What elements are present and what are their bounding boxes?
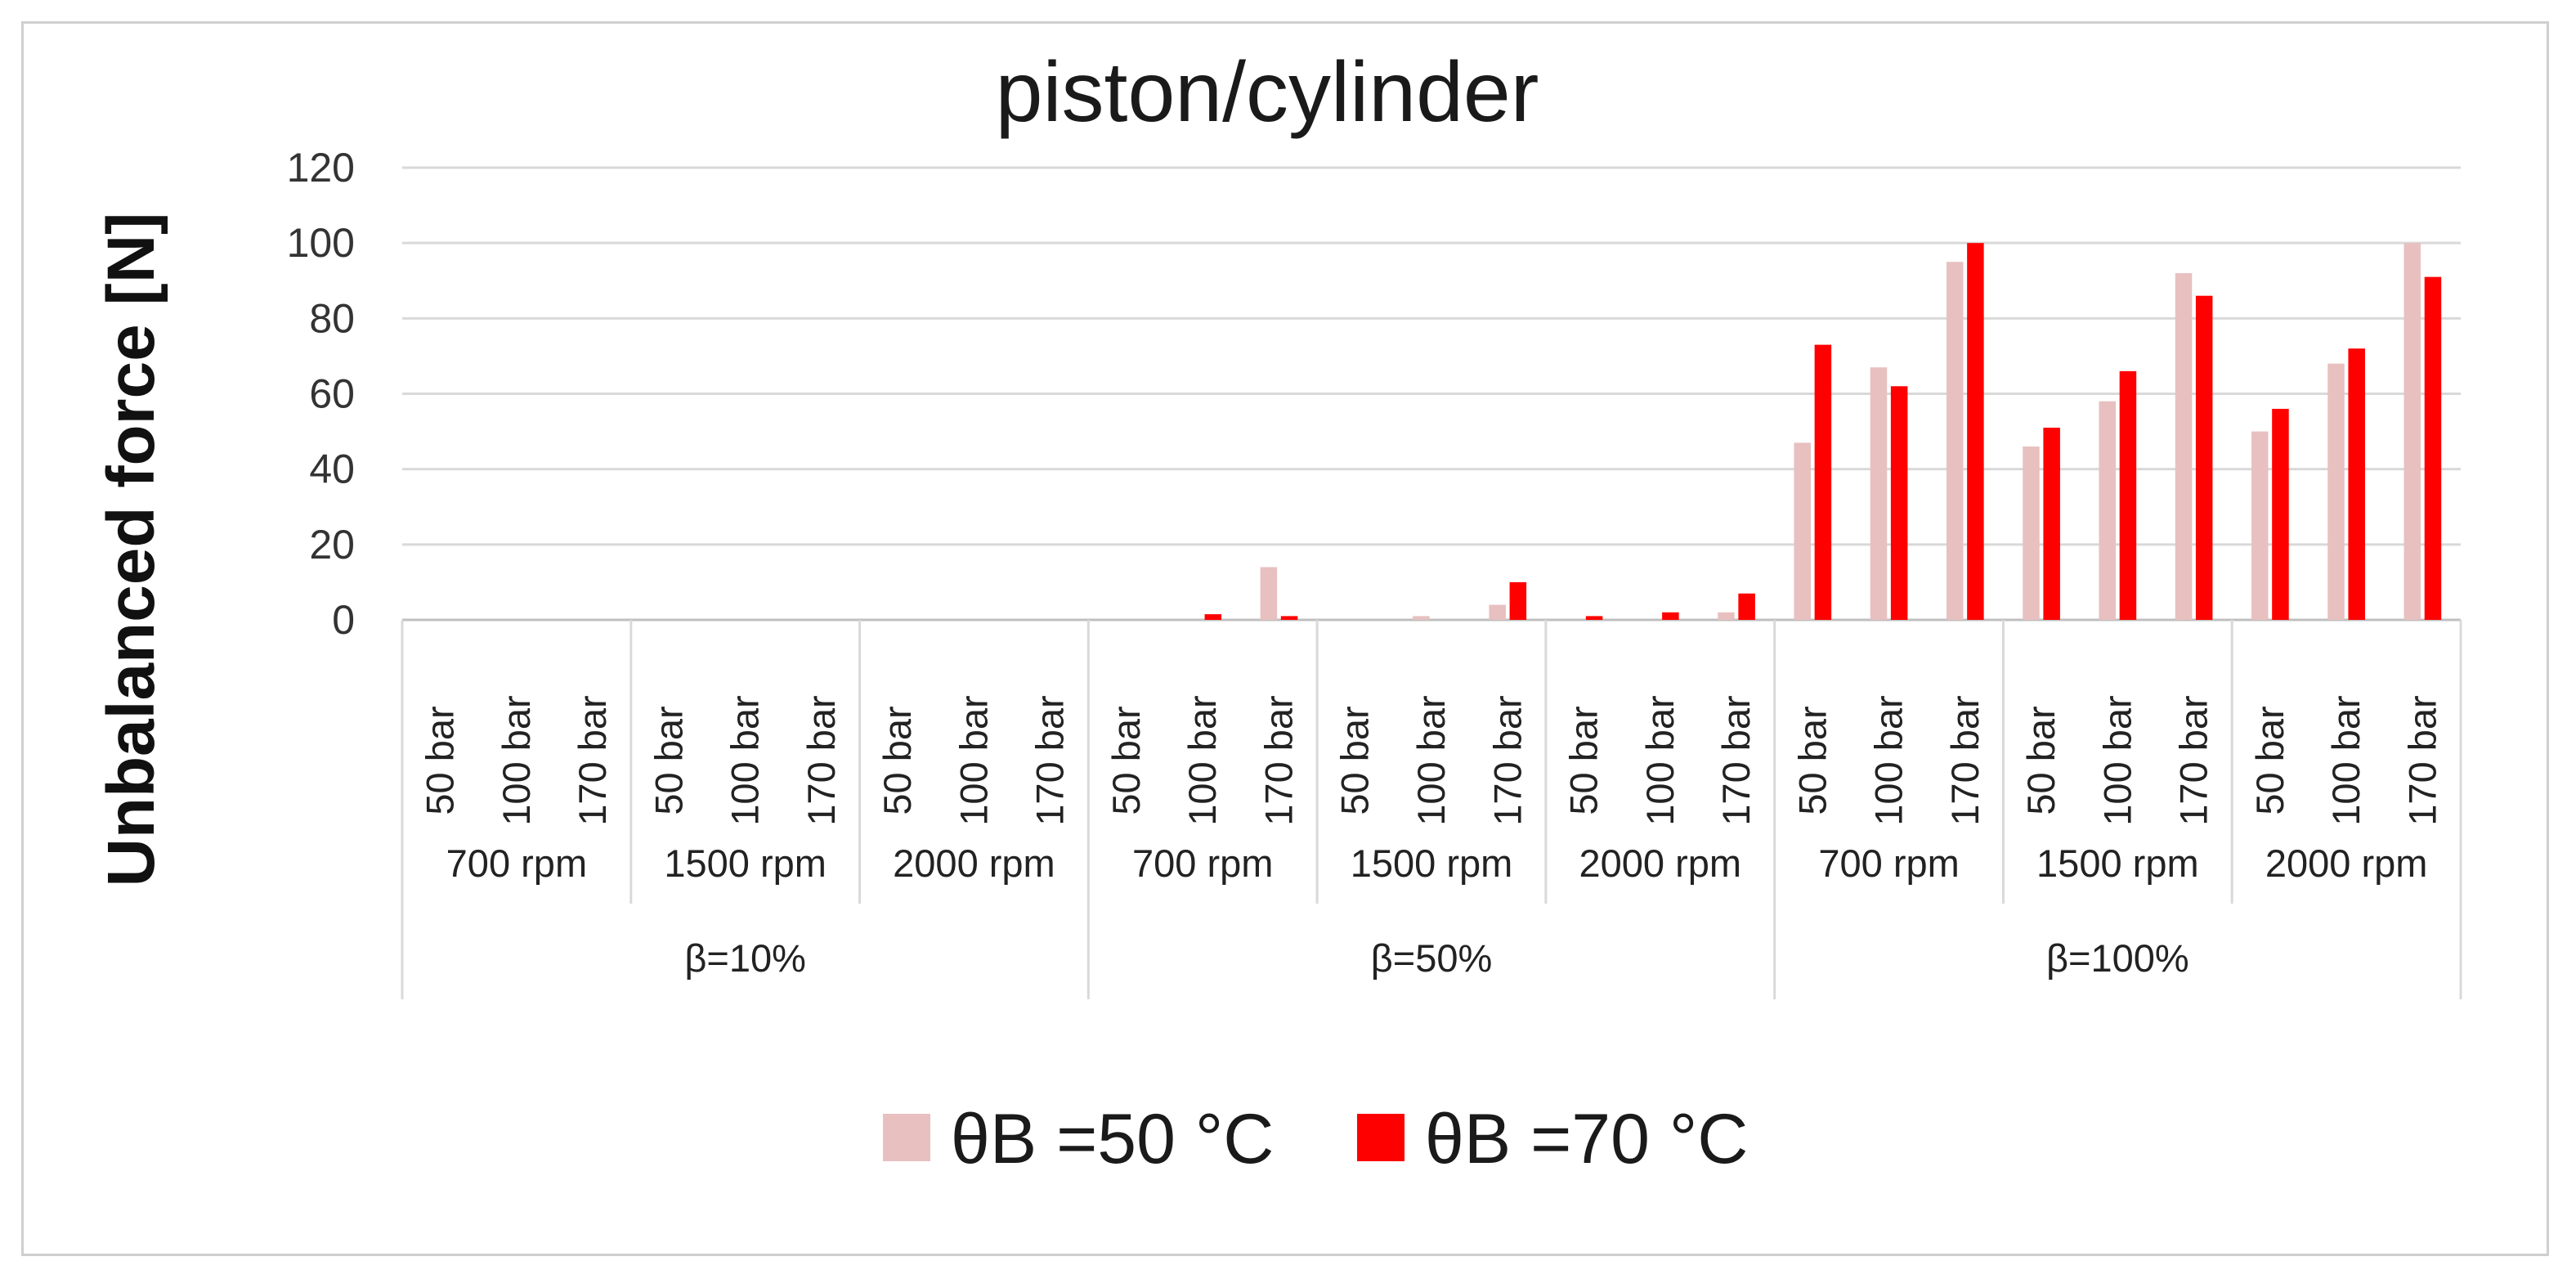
- bar-theta-50: [2175, 273, 2193, 620]
- legend-swatch-theta-50: [883, 1114, 930, 1161]
- y-tick-label: 0: [332, 597, 355, 643]
- bar-theta-70: [1585, 616, 1603, 620]
- y-tick-label: 40: [309, 447, 355, 492]
- x-tick-label: 100 bar: [1409, 695, 1453, 825]
- x-tick-label: 170 bar: [2400, 695, 2444, 825]
- bar-theta-70: [1509, 581, 1527, 620]
- x-tick-label: 50 bar: [876, 706, 919, 815]
- y-axis-label: Unbalanced force [N]: [94, 213, 168, 887]
- x-group-label: β=10%: [684, 936, 806, 980]
- legend-swatch-theta-70: [1357, 1114, 1404, 1161]
- chart-frame: [21, 21, 2549, 1256]
- bar-theta-50: [1489, 604, 1506, 620]
- x-tick-label: 50 bar: [647, 706, 690, 815]
- x-tick-label: 170 bar: [1485, 695, 1529, 825]
- x-tick-label: 170 bar: [800, 695, 843, 825]
- y-tick-labels: 0 20 40 60 80 100 120: [287, 145, 355, 643]
- x-subgroup-label: 1500 rpm: [2036, 841, 2199, 885]
- y-tick-label: 120: [287, 145, 355, 191]
- bar-theta-70: [1280, 616, 1298, 620]
- legend-label: θB =50 °C: [951, 1100, 1274, 1178]
- bar-theta-70: [2195, 295, 2213, 620]
- bar-theta-50: [2023, 447, 2040, 620]
- x-tick-label: 170 bar: [2172, 695, 2215, 825]
- x-tick-label: 100 bar: [952, 695, 995, 825]
- legend-label: θB =70 °C: [1425, 1100, 1748, 1178]
- y-tick-label: 20: [309, 522, 355, 568]
- x-tick-label: 170 bar: [1257, 695, 1300, 825]
- bar-theta-50: [2251, 431, 2269, 620]
- x-tick-label: 100 bar: [724, 695, 767, 825]
- bar-theta-70: [1814, 344, 1832, 620]
- x-subgroup-label: 700 rpm: [1132, 841, 1273, 885]
- bar-theta-70: [2348, 348, 2365, 620]
- gridlines: [402, 166, 2461, 622]
- x-subgroup-label: 1500 rpm: [1351, 841, 1513, 885]
- bar-theta-70: [1967, 243, 1984, 620]
- x-subgroup-label: 700 rpm: [446, 841, 587, 885]
- bar-theta-50: [1413, 616, 1430, 620]
- bar-theta-50: [2099, 401, 2117, 620]
- bar-theta-70: [2043, 427, 2060, 620]
- x-subgroup-label: 1500 rpm: [664, 841, 827, 885]
- x-tick-label: 50 bar: [1104, 706, 1148, 815]
- x-tick-label: 170 bar: [1943, 695, 1987, 825]
- y-tick-label: 80: [309, 295, 355, 341]
- y-tick-label: 100: [287, 220, 355, 266]
- x-tick-label: 50 bar: [2248, 706, 2292, 815]
- x-tick-label: 170 bar: [1714, 695, 1758, 825]
- x-tick-label: 50 bar: [419, 706, 462, 815]
- x-tick-label: 100 bar: [1638, 695, 1682, 825]
- x-tick-label: 50 bar: [1562, 706, 1606, 815]
- bar-theta-70: [1204, 614, 1222, 620]
- x-tick-label: 170 bar: [1028, 695, 1072, 825]
- bars: [1204, 243, 2442, 620]
- x-tick-label: 100 bar: [1867, 695, 1911, 825]
- x-tick-label: 50 bar: [1333, 706, 1377, 815]
- x-tick-label: 50 bar: [1790, 706, 1834, 815]
- x-tick-label: 170 bar: [571, 695, 614, 825]
- bar-theta-50: [2404, 243, 2421, 620]
- bar-theta-50: [1946, 262, 1964, 620]
- bar-theta-70: [1890, 386, 1908, 620]
- x-subgroup-label: 2000 rpm: [893, 841, 1055, 885]
- x-subgroup-label: 2000 rpm: [2265, 841, 2428, 885]
- bar-theta-70: [2272, 408, 2289, 620]
- x-tick-label: 100 bar: [2324, 695, 2368, 825]
- bar-theta-50: [1718, 612, 1735, 620]
- bar-theta-70: [2424, 276, 2442, 620]
- y-tick-label: 60: [309, 371, 355, 417]
- x-tick-label: 100 bar: [1180, 695, 1224, 825]
- x-subgroup-label: 2000 rpm: [1579, 841, 1741, 885]
- bar-theta-50: [1870, 367, 1888, 620]
- x-axis: 50 bar 100 bar 170 bar 50 bar 100 bar 170 bar…: [401, 620, 2462, 999]
- x-tick-label: 100 bar: [2095, 695, 2139, 825]
- bar-theta-70: [1738, 593, 1755, 620]
- bar-theta-50: [2327, 363, 2345, 620]
- x-group-label: β=100%: [2046, 936, 2189, 980]
- bar-theta-50: [1260, 567, 1278, 620]
- bar-theta-70: [2119, 370, 2137, 620]
- legend: θB =50 °C θB =70 °C: [883, 1100, 1748, 1178]
- bar-theta-70: [1662, 612, 1679, 620]
- x-group-label: β=50%: [1371, 936, 1493, 980]
- x-subgroup-label: 700 rpm: [1818, 841, 1959, 885]
- bar-theta-50: [1794, 442, 1811, 620]
- chart-title: piston/cylinder: [996, 45, 1539, 140]
- x-tick-label: 50 bar: [2019, 706, 2063, 815]
- x-tick-label: 100 bar: [495, 695, 538, 825]
